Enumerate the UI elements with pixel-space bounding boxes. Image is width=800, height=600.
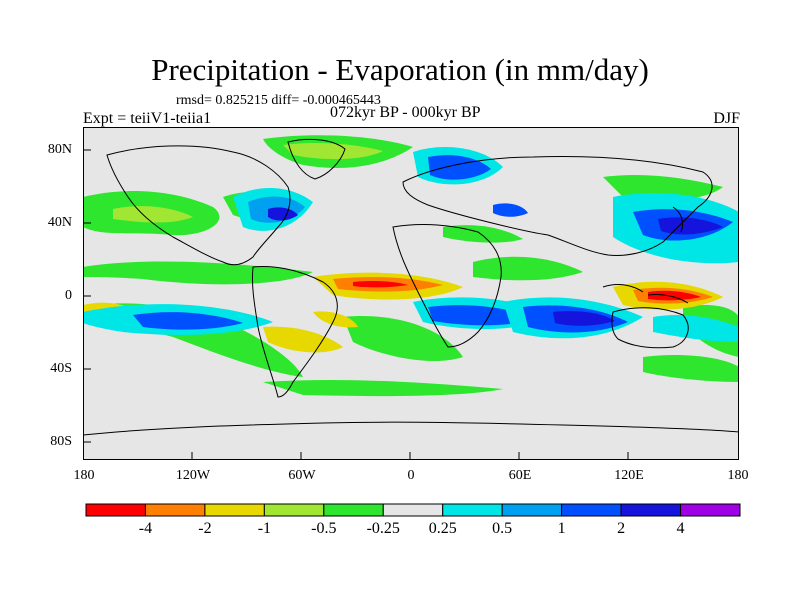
field-lightgreen-arctic: [283, 143, 383, 160]
y-tick-0: 0: [65, 288, 72, 303]
coast-japan: [672, 206, 684, 233]
field-green-south-atlantic: [343, 316, 463, 362]
coast-antarctica: [83, 421, 739, 436]
field-green-southern-ocean: [263, 379, 503, 397]
field-green-north-africa: [443, 225, 523, 243]
legend-label: 0.5: [492, 520, 513, 537]
color-legend: [85, 503, 741, 517]
field-darkblue-west-atlantic: [268, 207, 298, 221]
coast-africa: [392, 224, 502, 348]
field-darkblue-indian-ocean: [553, 311, 615, 326]
field-lightgreen-north-pacific: [113, 206, 193, 223]
x-tick-120w: 120W: [175, 468, 211, 483]
x-tick-180e: 180: [727, 468, 749, 483]
field-yellow-south-atlantic: [313, 311, 358, 328]
field-red-equatorial-atlantic: [353, 281, 408, 288]
field-yellow-atlantic-mid: [263, 326, 343, 353]
legend-swatch: [144, 503, 206, 517]
y-tick-40n: 40N: [47, 215, 72, 230]
legend-label: 0.25: [428, 520, 457, 537]
legend-label: 2: [617, 520, 626, 537]
legend-swatch: [501, 503, 563, 517]
coast-maritime-continent: [602, 284, 689, 304]
coast-australia: [611, 307, 689, 349]
legend-swatch: [442, 503, 503, 517]
map-tickmarks: [83, 149, 739, 460]
field-green-tasman: [643, 355, 739, 382]
stats-text: rmsd= 0.825215 diff= -0.000465443: [176, 93, 381, 108]
period-label: 072kyr BP - 000kyr BP: [330, 104, 481, 121]
legend-label: -0.5: [311, 520, 337, 537]
y-tick-80s: 80S: [50, 434, 72, 449]
legend-label: 1: [557, 520, 566, 537]
field-blue-mediterranean: [493, 203, 528, 217]
legend-label: -1: [257, 520, 272, 537]
x-tick-60e: 60E: [508, 468, 532, 483]
season-label: DJF: [713, 110, 740, 127]
field-cyan-south-pacific-east: [653, 315, 739, 342]
legend-label: -2: [198, 520, 212, 537]
field-red-maritime-continent: [648, 290, 701, 301]
legend-swatch: [263, 503, 325, 517]
legend-swatch: [561, 503, 622, 517]
field-green-west-pacific: [603, 175, 723, 200]
x-tick-60w: 60W: [288, 468, 316, 483]
experiment-label: Expt = teiiV1-teiia1: [83, 110, 212, 127]
legend-label: -4: [138, 520, 153, 537]
coast-greenland: [287, 138, 346, 180]
legend-swatch: [382, 503, 444, 517]
y-tick-80n: 80N: [47, 142, 72, 157]
legend-swatch: [323, 503, 384, 517]
field-contours: [83, 135, 739, 397]
coast-south-america: [252, 266, 338, 398]
y-tick-40s: 40S: [50, 361, 72, 376]
legend-swatch: [680, 503, 741, 517]
legend-swatch: [204, 503, 265, 517]
chart-title: Precipitation - Evaporation (in mm/day): [151, 52, 649, 87]
coast-europe-asia: [402, 156, 713, 256]
legend-swatch: [85, 503, 146, 517]
field-blue-tropical-pacific: [133, 312, 243, 330]
legend-label: 4: [676, 520, 685, 537]
world-map: [83, 127, 739, 460]
x-tick-180w: 180: [73, 468, 95, 483]
x-tick-0: 0: [407, 468, 415, 483]
map-frame: [83, 127, 739, 460]
legend-swatch: [620, 503, 682, 517]
coast-north-america: [106, 145, 291, 266]
coastlines: [83, 138, 739, 436]
legend-label: -0.25: [366, 520, 400, 537]
x-tick-120e: 120E: [614, 468, 644, 483]
